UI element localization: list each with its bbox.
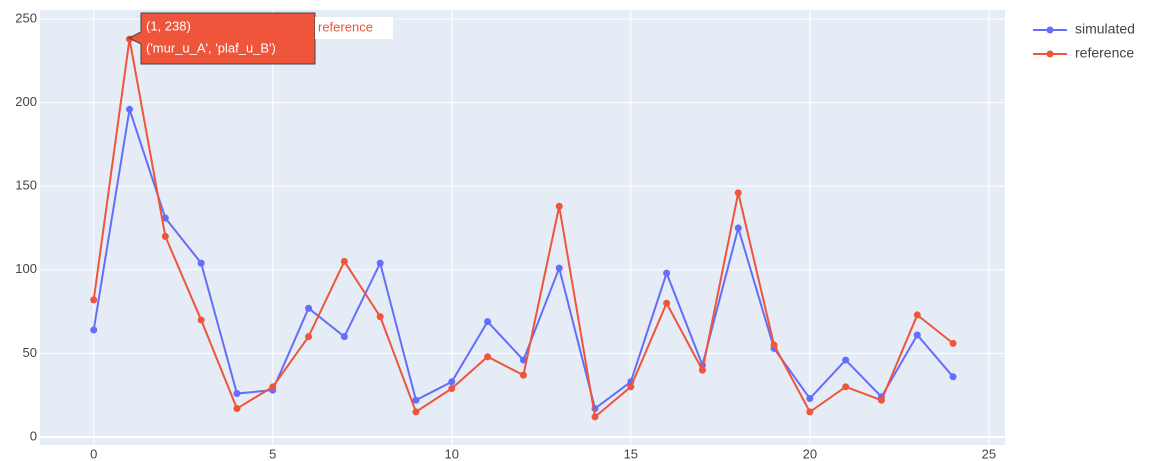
y-tick-label: 50 <box>23 345 37 360</box>
point <box>412 408 420 416</box>
y-tick-label: 200 <box>15 94 37 109</box>
point <box>269 383 277 391</box>
point <box>484 318 492 326</box>
x-tick-label: 5 <box>269 446 276 461</box>
tooltip-line: ('mur_u_A', 'plaf_u_B') <box>146 40 276 55</box>
point <box>412 396 420 404</box>
point <box>376 313 384 321</box>
point <box>484 353 492 361</box>
legend-marker <box>1046 26 1054 34</box>
point <box>842 356 850 364</box>
y-tick-label: 150 <box>15 178 37 193</box>
point <box>197 316 205 324</box>
point <box>806 395 814 403</box>
point <box>90 326 98 334</box>
point <box>448 384 456 392</box>
tooltip-name-box <box>315 17 393 39</box>
point <box>806 408 814 416</box>
y-tick-label: 100 <box>15 261 37 276</box>
legend-label: reference <box>1075 45 1134 61</box>
point <box>519 356 527 364</box>
legend-marker <box>1046 50 1054 58</box>
point <box>842 383 850 391</box>
point <box>877 396 885 404</box>
point <box>734 224 742 232</box>
point <box>949 373 957 381</box>
point <box>770 341 778 349</box>
point <box>305 304 313 312</box>
point <box>197 259 205 267</box>
plot-background <box>40 10 1005 445</box>
x-tick-label: 0 <box>90 446 97 461</box>
point <box>233 390 241 398</box>
point <box>734 189 742 197</box>
y-tick-label: 0 <box>30 428 37 443</box>
point <box>90 296 98 304</box>
point <box>161 232 169 240</box>
point <box>233 405 241 413</box>
point <box>663 299 671 307</box>
tooltip-name: reference <box>318 19 373 34</box>
x-tick-label: 10 <box>445 446 459 461</box>
point <box>591 413 599 421</box>
point <box>126 105 134 113</box>
point <box>161 214 169 222</box>
point <box>519 371 527 379</box>
tooltip: (1, 238) ('mur_u_A', 'plaf_u_B') referen… <box>127 12 393 65</box>
point <box>555 264 563 272</box>
point <box>913 331 921 339</box>
point <box>555 202 563 210</box>
x-tick-label: 20 <box>803 446 817 461</box>
point <box>627 383 635 391</box>
point <box>913 311 921 319</box>
point <box>698 366 706 374</box>
x-tick-label: 15 <box>624 446 638 461</box>
legend-label: simulated <box>1075 21 1135 37</box>
point <box>340 333 348 341</box>
point <box>949 339 957 347</box>
x-tick-label: 25 <box>982 446 996 461</box>
point <box>663 269 671 277</box>
point <box>376 259 384 267</box>
point <box>340 257 348 265</box>
point <box>448 378 456 386</box>
point <box>305 333 313 341</box>
tooltip-line: (1, 238) <box>146 18 191 33</box>
y-tick-label: 250 <box>15 10 37 25</box>
